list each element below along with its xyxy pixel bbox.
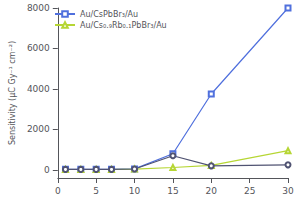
svg-text:20: 20 — [206, 186, 218, 196]
svg-text:Au/CsPbBr₃/Au: Au/CsPbBr₃/Au — [80, 10, 138, 19]
svg-text:Au/Cs₀.₉Rb₀.₁PbBr₃/Au: Au/Cs₀.₉Rb₀.₁PbBr₃/Au — [80, 21, 167, 30]
svg-text:30: 30 — [282, 186, 294, 196]
svg-text:15: 15 — [167, 186, 178, 196]
svg-text:6000: 6000 — [27, 43, 50, 53]
svg-text:4000: 4000 — [27, 84, 50, 94]
svg-text:0: 0 — [55, 186, 61, 196]
svg-text:5: 5 — [93, 186, 99, 196]
svg-text:2000: 2000 — [27, 124, 50, 134]
svg-text:8000: 8000 — [27, 3, 50, 13]
svg-text:10: 10 — [129, 186, 141, 196]
svg-text:0: 0 — [44, 165, 50, 175]
svg-text:Sensitivity (μC Gy⁻¹ cm⁻²): Sensitivity (μC Gy⁻¹ cm⁻²) — [8, 41, 17, 145]
svg-text:25: 25 — [244, 186, 255, 196]
